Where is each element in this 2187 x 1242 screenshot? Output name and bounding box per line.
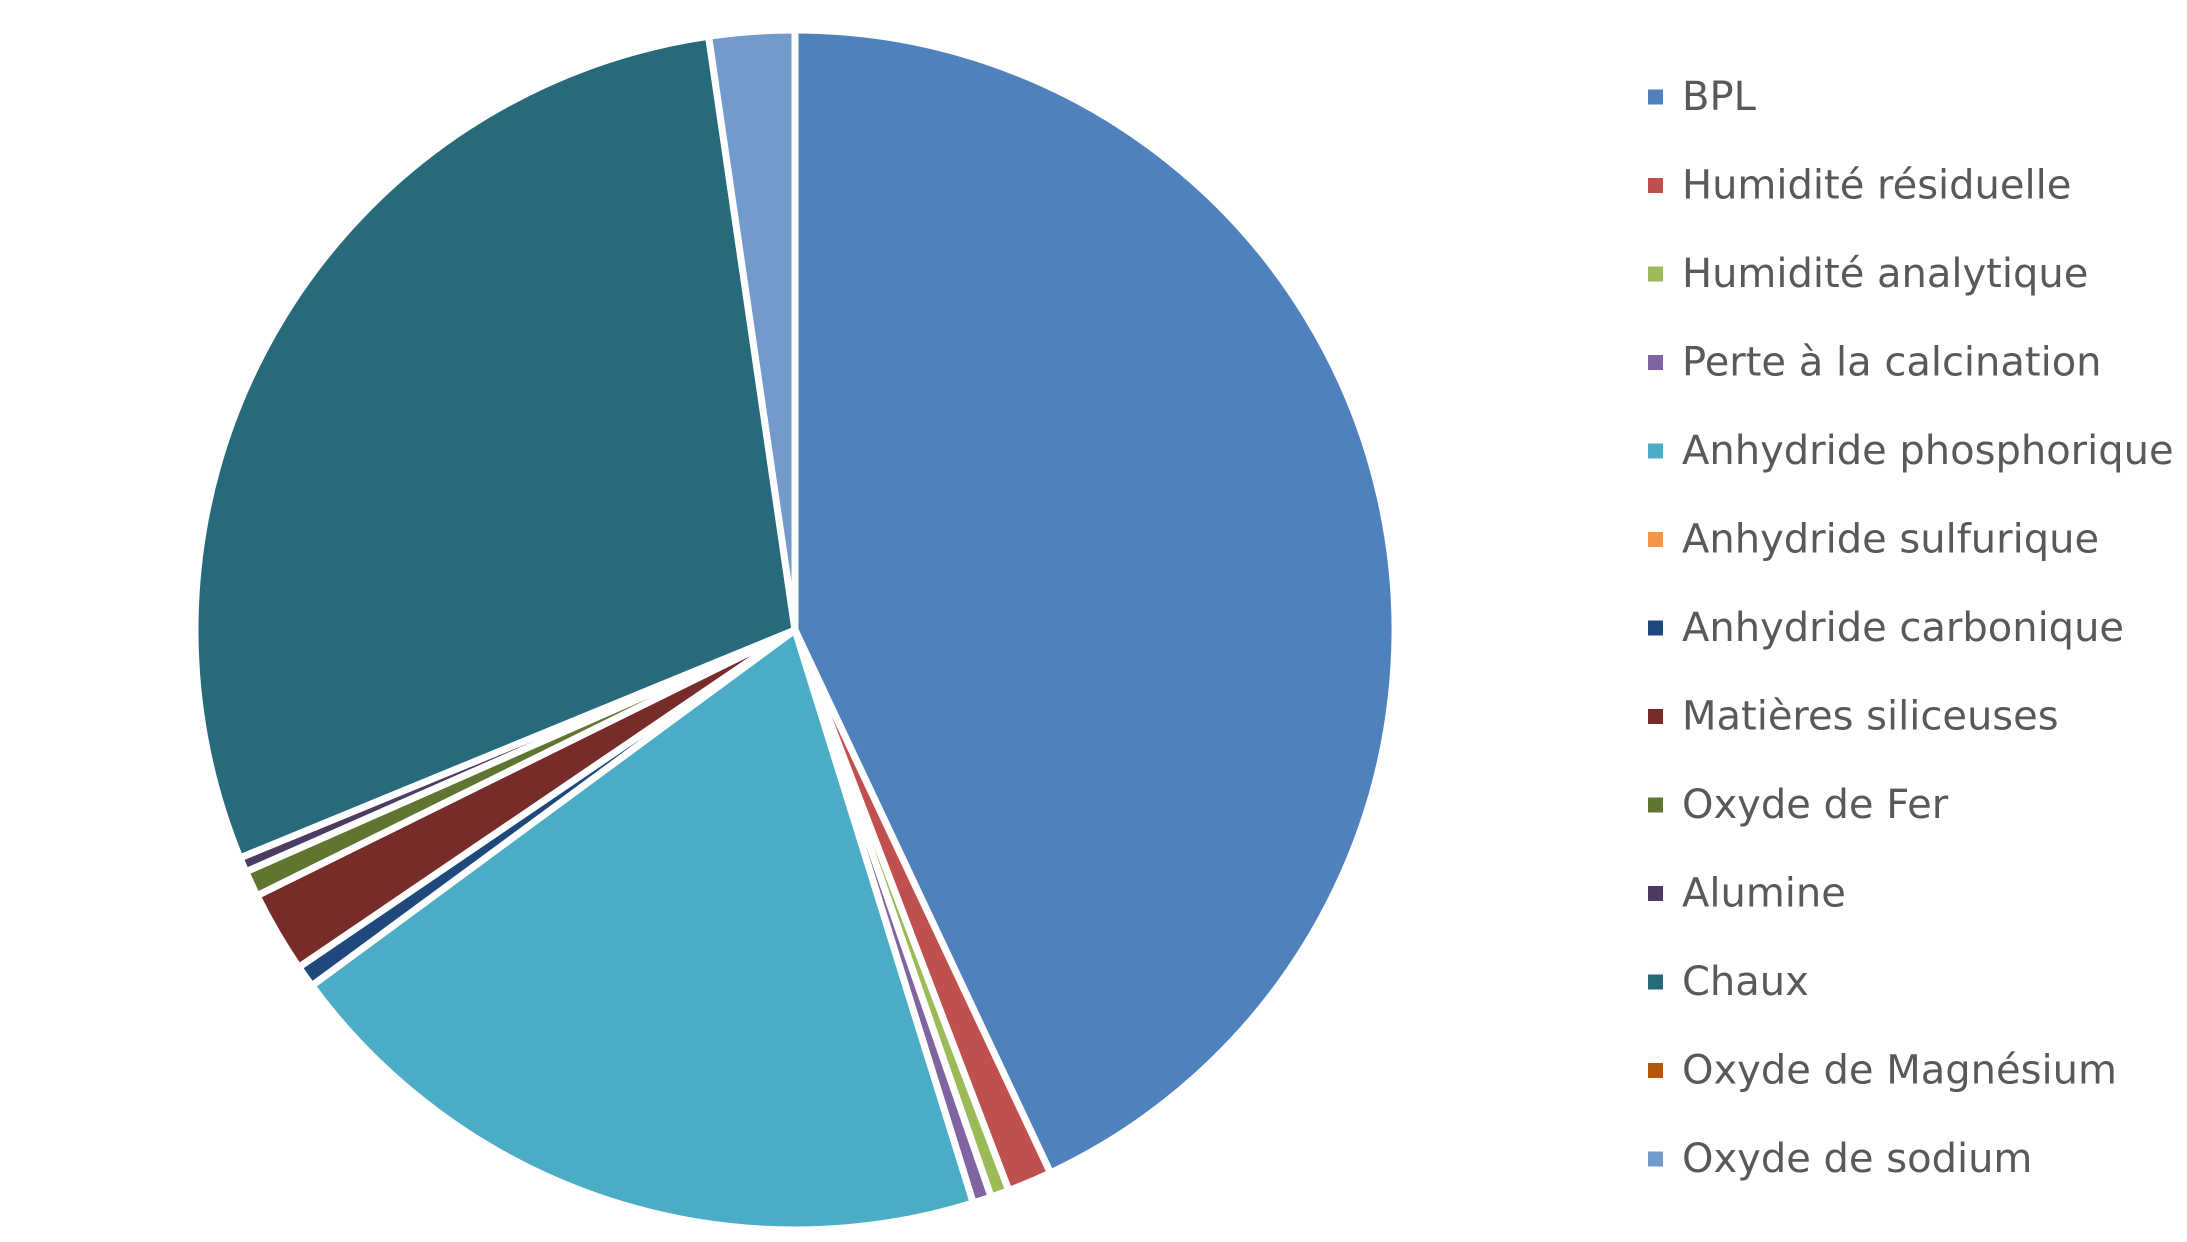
pie-slice-4 [308,626,977,1234]
legend-label: Perte à la calcination [1682,340,2102,386]
legend-item: Anhydride sulfurique [1648,517,2099,563]
legend-item: Matières siliceuses [1648,694,2059,740]
legend-label: Humidité résiduelle [1682,163,2071,209]
legend-swatch [1648,178,1663,193]
pie-slice-0 [791,26,1399,1177]
legend-swatch [1648,266,1663,282]
legend-label: Anhydride sulfurique [1682,517,2099,563]
legend-item: BPL [1648,74,1757,120]
legend-item: Perte à la calcination [1648,340,2102,386]
legend-swatch [1648,886,1663,901]
legend-label: Oxyde de Magnésium [1682,1048,2117,1094]
pie-slices [191,26,1399,1234]
legend-swatch [1648,355,1663,370]
legend-swatch [1648,709,1663,724]
legend-swatch [1648,1151,1663,1167]
legend-label: Alumine [1682,871,1846,917]
legend-item: Humidité résiduelle [1648,163,2071,209]
legend-label: BPL [1682,74,1757,120]
legend-label: Oxyde de sodium [1682,1136,2032,1182]
legend: BPL Humidité résiduelle Humidité analytiqu… [1648,74,2174,1182]
legend-item: Anhydride carbonique [1648,605,2124,651]
legend-item: Chaux [1648,959,1809,1005]
legend-label: Chaux [1682,959,1809,1005]
legend-label: Anhydride carbonique [1682,605,2124,651]
legend-label: Matières siliceuses [1682,694,2059,740]
legend-item: Oxyde de Fer [1648,782,1949,828]
pie-slice-12 [705,26,799,634]
legend-item: Humidité analytique [1648,251,2088,297]
legend-label: Anhydride phosphorique [1682,428,2174,474]
legend-swatch [1648,532,1663,547]
legend-label: Oxyde de Fer [1682,782,1949,828]
legend-swatch [1648,1063,1663,1078]
legend-item: Oxyde de Magnésium [1648,1048,2117,1094]
legend-swatch [1648,974,1663,990]
legend-item: Alumine [1648,871,1846,917]
legend-label: Humidité analytique [1682,251,2088,297]
legend-swatch [1648,797,1663,813]
legend-swatch [1648,89,1663,105]
legend-swatch [1648,620,1663,636]
legend-item: Anhydride phosphorique [1648,428,2174,474]
pie-slice-10 [191,32,799,862]
legend-item: Oxyde de sodium [1648,1136,2032,1182]
legend-swatch [1648,443,1663,459]
